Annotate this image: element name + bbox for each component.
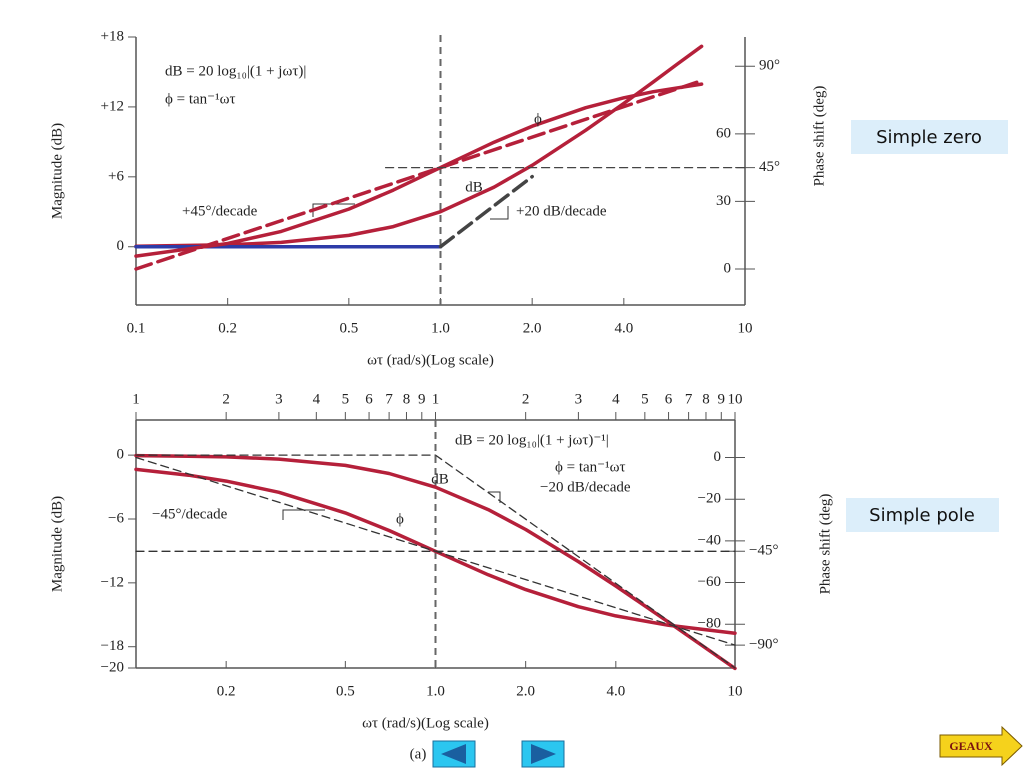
next-button[interactable] (521, 740, 565, 768)
y2-tick-label: −90° (749, 637, 778, 653)
y-tick-label: 0 (117, 447, 125, 463)
series-line (135, 454, 736, 669)
slope-bracket (312, 203, 355, 217)
slope-bracket (490, 206, 509, 220)
y-axis-label: Magnitude (dB) (49, 496, 65, 592)
y2-tick-label: −40 (698, 532, 721, 548)
x-axis-label: ωτ (rad/s)(Log scale) (362, 715, 489, 731)
annotation: dB = 20 log₁₀|(1 + jωτ)| (165, 63, 306, 79)
x-tick-label: 0.1 (127, 320, 146, 336)
x-axis-label: ωτ (rad/s)(Log scale) (367, 352, 494, 368)
annotation: +45°/decade (182, 203, 258, 219)
x-tick-label: 2.0 (516, 683, 535, 699)
x2-tick-label: 8 (702, 391, 710, 407)
geaux-button[interactable]: GEAUX (939, 725, 1023, 767)
x-tick-label: 4.0 (614, 320, 633, 336)
x-tick-label: 4.0 (606, 683, 625, 699)
side-label: Simple zero (876, 127, 982, 148)
x2-tick-label: 10 (728, 391, 743, 407)
side-label-box (846, 498, 999, 532)
x-tick-label: 2.0 (523, 320, 542, 336)
slope-bracket (282, 509, 325, 520)
y2-tick-label: 45° (759, 159, 780, 175)
x2-tick-label: 4 (313, 391, 321, 407)
annotation: dB = 20 log₁₀|(1 + jωτ)⁻¹| (455, 432, 609, 448)
annotation: −20 dB/decade (540, 479, 631, 495)
series-line (134, 78, 704, 271)
x2-tick-label: 2 (222, 391, 230, 407)
y-tick-label: −20 (101, 659, 124, 675)
x-tick-label: 1.0 (426, 683, 445, 699)
geaux-label[interactable]: GEAUX (949, 739, 993, 753)
x-tick-label: 0.2 (218, 320, 237, 336)
x2-tick-label: 1 (432, 391, 440, 407)
x2-tick-label: 7 (685, 391, 693, 407)
slope-bracket (488, 491, 501, 503)
series-label: dB (465, 179, 483, 195)
prev-arrow[interactable] (441, 744, 466, 764)
series-line (134, 453, 737, 671)
x2-tick-label: 6 (365, 391, 373, 407)
annotation: ϕ = tan⁻¹ωτ (165, 91, 236, 107)
y-tick-label: +6 (108, 168, 124, 184)
y2-tick-label: 0 (714, 449, 722, 465)
x2-tick-label: 9 (718, 391, 726, 407)
side-label-box (851, 120, 1008, 154)
x-tick-label: 0.5 (339, 320, 358, 336)
x2-tick-label: 9 (418, 391, 426, 407)
x2-tick-label: 3 (275, 391, 283, 407)
y2-tick-label: −45° (749, 543, 778, 559)
y-tick-label: −12 (101, 574, 124, 590)
prev-button[interactable] (432, 740, 476, 768)
y-tick-label: −6 (108, 510, 124, 526)
series-line (134, 82, 704, 258)
y-tick-label: 0 (117, 238, 125, 254)
x-tick-label: 1.0 (431, 320, 450, 336)
annotation: +20 dB/decade (516, 203, 607, 219)
y-axis-label: Magnitude (dB) (49, 123, 65, 219)
x2-tick-label: 5 (641, 391, 649, 407)
side-label: Simple pole (869, 505, 975, 526)
x2-tick-label: 2 (522, 391, 530, 407)
annotation: ϕ = tan⁻¹ωτ (555, 459, 626, 475)
x2-tick-label: 5 (342, 391, 350, 407)
annotation: −45°/decade (152, 506, 228, 522)
series-label: dB (431, 471, 449, 487)
y2-tick-label: 30 (716, 193, 731, 209)
series-line (134, 44, 704, 249)
x2-tick-label: 6 (665, 391, 673, 407)
x-tick-label: 10 (728, 683, 743, 699)
y-tick-label: −18 (101, 638, 124, 654)
y2-tick-label: 0 (724, 260, 732, 276)
series-label: ϕ (396, 511, 404, 527)
geaux-arrow[interactable] (939, 725, 1023, 767)
series-label: ϕ (534, 111, 542, 127)
y-tick-label: +12 (101, 98, 124, 114)
caption: (a) (410, 746, 427, 762)
y2-tick-label: −60 (698, 574, 721, 590)
y2-tick-label: −20 (698, 491, 721, 507)
x-tick-label: 0.2 (217, 683, 236, 699)
next-arrow[interactable] (531, 744, 556, 764)
y2-tick-label: −80 (698, 616, 721, 632)
x2-tick-label: 3 (575, 391, 583, 407)
x2-tick-label: 7 (385, 391, 393, 407)
y-tick-label: +18 (101, 28, 124, 44)
y2-axis-label: Phase shift (deg) (817, 494, 833, 595)
y2-tick-label: 90° (759, 58, 780, 74)
prev-box[interactable] (432, 740, 476, 768)
x-tick-label: 10 (738, 320, 753, 336)
x-tick-label: 0.5 (336, 683, 355, 699)
series-line (438, 174, 534, 249)
x2-tick-label: 4 (612, 391, 620, 407)
x2-tick-label: 8 (403, 391, 411, 407)
x2-tick-label: 1 (132, 391, 140, 407)
y2-axis-label: Phase shift (deg) (811, 86, 827, 187)
y2-tick-label: 60 (716, 125, 731, 141)
